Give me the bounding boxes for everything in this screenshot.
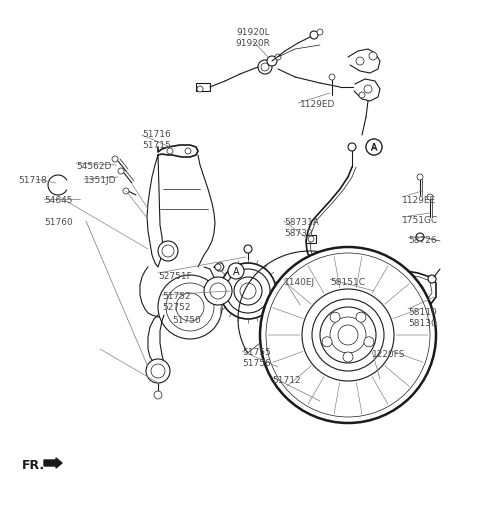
FancyArrow shape xyxy=(44,458,62,468)
Circle shape xyxy=(123,189,129,194)
Circle shape xyxy=(240,284,256,299)
Text: 1351JD: 1351JD xyxy=(84,176,117,185)
Text: 58731A
58732: 58731A 58732 xyxy=(284,217,319,238)
Circle shape xyxy=(204,277,232,305)
Text: 1129EE: 1129EE xyxy=(402,195,436,205)
Text: A: A xyxy=(233,267,240,276)
Text: 51718: 51718 xyxy=(18,176,47,185)
Circle shape xyxy=(210,284,226,299)
Text: 1751GC: 1751GC xyxy=(402,216,438,224)
Circle shape xyxy=(320,307,376,363)
Circle shape xyxy=(348,144,356,152)
Circle shape xyxy=(154,391,162,399)
Circle shape xyxy=(312,299,384,371)
Circle shape xyxy=(118,168,124,175)
Text: 51750: 51750 xyxy=(172,316,201,324)
Circle shape xyxy=(302,290,394,381)
Circle shape xyxy=(158,275,222,340)
Circle shape xyxy=(382,284,398,299)
Text: A: A xyxy=(371,143,377,152)
Text: FR.: FR. xyxy=(22,459,45,471)
Circle shape xyxy=(234,277,262,305)
Text: 54562D: 54562D xyxy=(76,162,111,171)
Bar xyxy=(196,84,210,92)
Circle shape xyxy=(356,58,364,66)
Circle shape xyxy=(261,64,269,72)
Circle shape xyxy=(185,149,191,155)
Circle shape xyxy=(364,86,372,94)
Circle shape xyxy=(330,313,340,323)
Circle shape xyxy=(310,32,318,40)
Text: 51760: 51760 xyxy=(44,217,73,227)
Circle shape xyxy=(364,337,374,347)
Circle shape xyxy=(158,242,178,262)
Bar xyxy=(306,236,316,243)
Circle shape xyxy=(322,337,332,347)
Circle shape xyxy=(356,313,366,323)
Circle shape xyxy=(244,245,252,253)
Circle shape xyxy=(151,364,165,378)
Circle shape xyxy=(428,275,436,284)
Text: 54645: 54645 xyxy=(44,195,72,205)
Circle shape xyxy=(197,87,203,93)
Circle shape xyxy=(308,237,314,242)
Text: 91920L
91920R: 91920L 91920R xyxy=(236,28,270,48)
Text: 58151C: 58151C xyxy=(330,277,365,287)
Circle shape xyxy=(416,234,424,242)
Circle shape xyxy=(228,264,244,279)
Text: 1220FS: 1220FS xyxy=(372,349,406,358)
Circle shape xyxy=(359,93,365,99)
Circle shape xyxy=(330,318,366,353)
Circle shape xyxy=(146,359,170,383)
Circle shape xyxy=(343,352,353,362)
Circle shape xyxy=(258,61,272,75)
Text: 51716
51715: 51716 51715 xyxy=(142,130,171,150)
Circle shape xyxy=(366,140,382,156)
Circle shape xyxy=(338,325,358,345)
Circle shape xyxy=(267,57,277,67)
Circle shape xyxy=(112,157,118,163)
Circle shape xyxy=(369,53,377,61)
Circle shape xyxy=(176,293,204,321)
Circle shape xyxy=(365,293,375,302)
Text: 1129ED: 1129ED xyxy=(300,100,336,109)
Circle shape xyxy=(162,245,174,258)
Text: 52751F: 52751F xyxy=(158,271,192,280)
Circle shape xyxy=(317,30,323,36)
Text: 51755
51756: 51755 51756 xyxy=(242,347,271,367)
Circle shape xyxy=(215,265,221,270)
Circle shape xyxy=(329,75,335,81)
Text: 58110
58130: 58110 58130 xyxy=(408,307,437,327)
Text: 51752
52752: 51752 52752 xyxy=(162,292,191,312)
Circle shape xyxy=(266,253,430,417)
Text: 58726: 58726 xyxy=(408,236,437,244)
Text: 51712: 51712 xyxy=(272,375,300,384)
Circle shape xyxy=(408,284,424,299)
Text: A: A xyxy=(371,143,377,153)
Circle shape xyxy=(366,140,382,156)
Text: 1140EJ: 1140EJ xyxy=(284,277,315,287)
Circle shape xyxy=(260,247,436,423)
Circle shape xyxy=(226,269,270,314)
Circle shape xyxy=(220,264,276,319)
Circle shape xyxy=(427,194,433,201)
Circle shape xyxy=(166,284,214,331)
Circle shape xyxy=(417,175,423,181)
Circle shape xyxy=(167,149,173,155)
Circle shape xyxy=(275,55,281,61)
